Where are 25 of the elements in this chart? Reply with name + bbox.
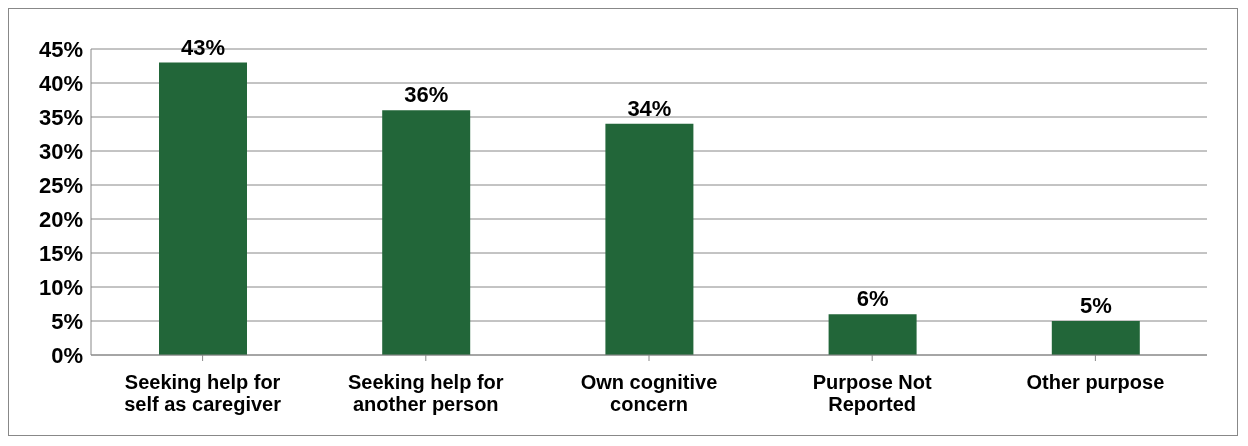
bar bbox=[382, 110, 471, 355]
y-tick-label: 5% bbox=[51, 308, 83, 334]
bar bbox=[159, 62, 247, 355]
data-label: 34% bbox=[627, 95, 672, 121]
bar bbox=[605, 123, 694, 355]
y-tick-label: 10% bbox=[38, 274, 83, 300]
x-tick-label: Other purpose bbox=[1026, 371, 1165, 393]
data-label: 5% bbox=[1079, 293, 1112, 318]
y-tick-label: 35% bbox=[38, 104, 83, 130]
y-tick-label: 40% bbox=[38, 70, 83, 96]
bar bbox=[1051, 321, 1140, 355]
y-tick-label: 15% bbox=[38, 240, 83, 266]
x-tick-label: Seeking help for another person bbox=[348, 371, 504, 415]
y-tick-label: 0% bbox=[51, 342, 83, 368]
data-label: 43% bbox=[180, 34, 226, 60]
data-label: 36% bbox=[404, 82, 449, 108]
y-tick-label: 20% bbox=[38, 206, 83, 232]
y-tick-label: 30% bbox=[38, 138, 83, 164]
y-tick-label: 45% bbox=[38, 36, 83, 62]
x-tick-label: Own cognitive concern bbox=[580, 371, 718, 415]
x-tick-label: Purpose Not Reported bbox=[812, 371, 932, 415]
x-tick-label: Seeking help for self as caregiver bbox=[124, 371, 282, 415]
bar bbox=[828, 314, 917, 355]
data-label: 6% bbox=[856, 286, 889, 312]
y-tick-label: 25% bbox=[38, 172, 83, 198]
